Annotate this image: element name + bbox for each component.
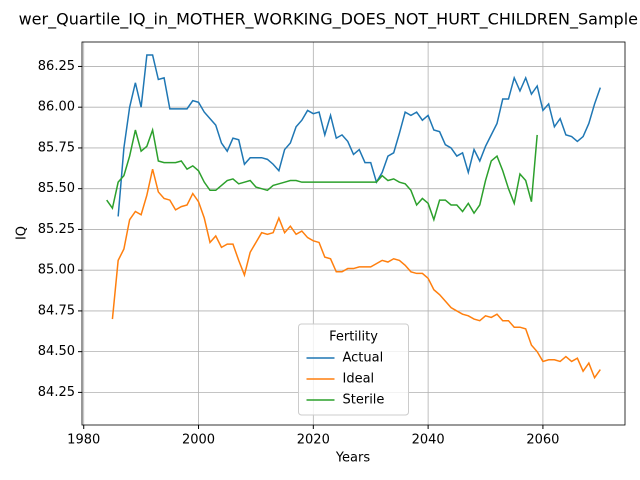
x-tick-label: 2020 bbox=[297, 433, 330, 448]
x-tick-label: 2060 bbox=[526, 433, 559, 448]
y-tick-label: 84.50 bbox=[38, 344, 75, 359]
chart-title: wer_Quartile_IQ_in_MOTHER_WORKING_DOES_N… bbox=[19, 10, 638, 30]
y-tick-label: 84.25 bbox=[38, 385, 75, 400]
x-axis-label: Years bbox=[335, 451, 371, 466]
y-tick-label: 85.25 bbox=[38, 222, 75, 237]
legend-box bbox=[298, 323, 409, 416]
line-series bbox=[117, 54, 602, 217]
x-tick-label: 2000 bbox=[182, 433, 215, 448]
legend-label: Ideal bbox=[343, 372, 375, 387]
legend-label: Actual bbox=[343, 351, 384, 366]
y-tick-label: 85.75 bbox=[38, 140, 75, 155]
legend-title: Fertility bbox=[329, 330, 378, 345]
y-tick-label: 86.00 bbox=[38, 100, 75, 115]
y-tick-label: 86.25 bbox=[38, 59, 75, 74]
x-tick-label: 1980 bbox=[67, 433, 100, 448]
x-tick-label: 2040 bbox=[412, 433, 445, 448]
line-series bbox=[111, 168, 601, 380]
line-series bbox=[106, 127, 538, 223]
y-axis-label: IQ bbox=[15, 226, 30, 240]
legend-label: Sterile bbox=[343, 393, 385, 408]
y-tick-label: 84.75 bbox=[38, 303, 75, 318]
y-tick-label: 85.50 bbox=[38, 181, 75, 196]
y-tick-label: 85.00 bbox=[38, 263, 75, 278]
plot-frame bbox=[81, 41, 626, 426]
